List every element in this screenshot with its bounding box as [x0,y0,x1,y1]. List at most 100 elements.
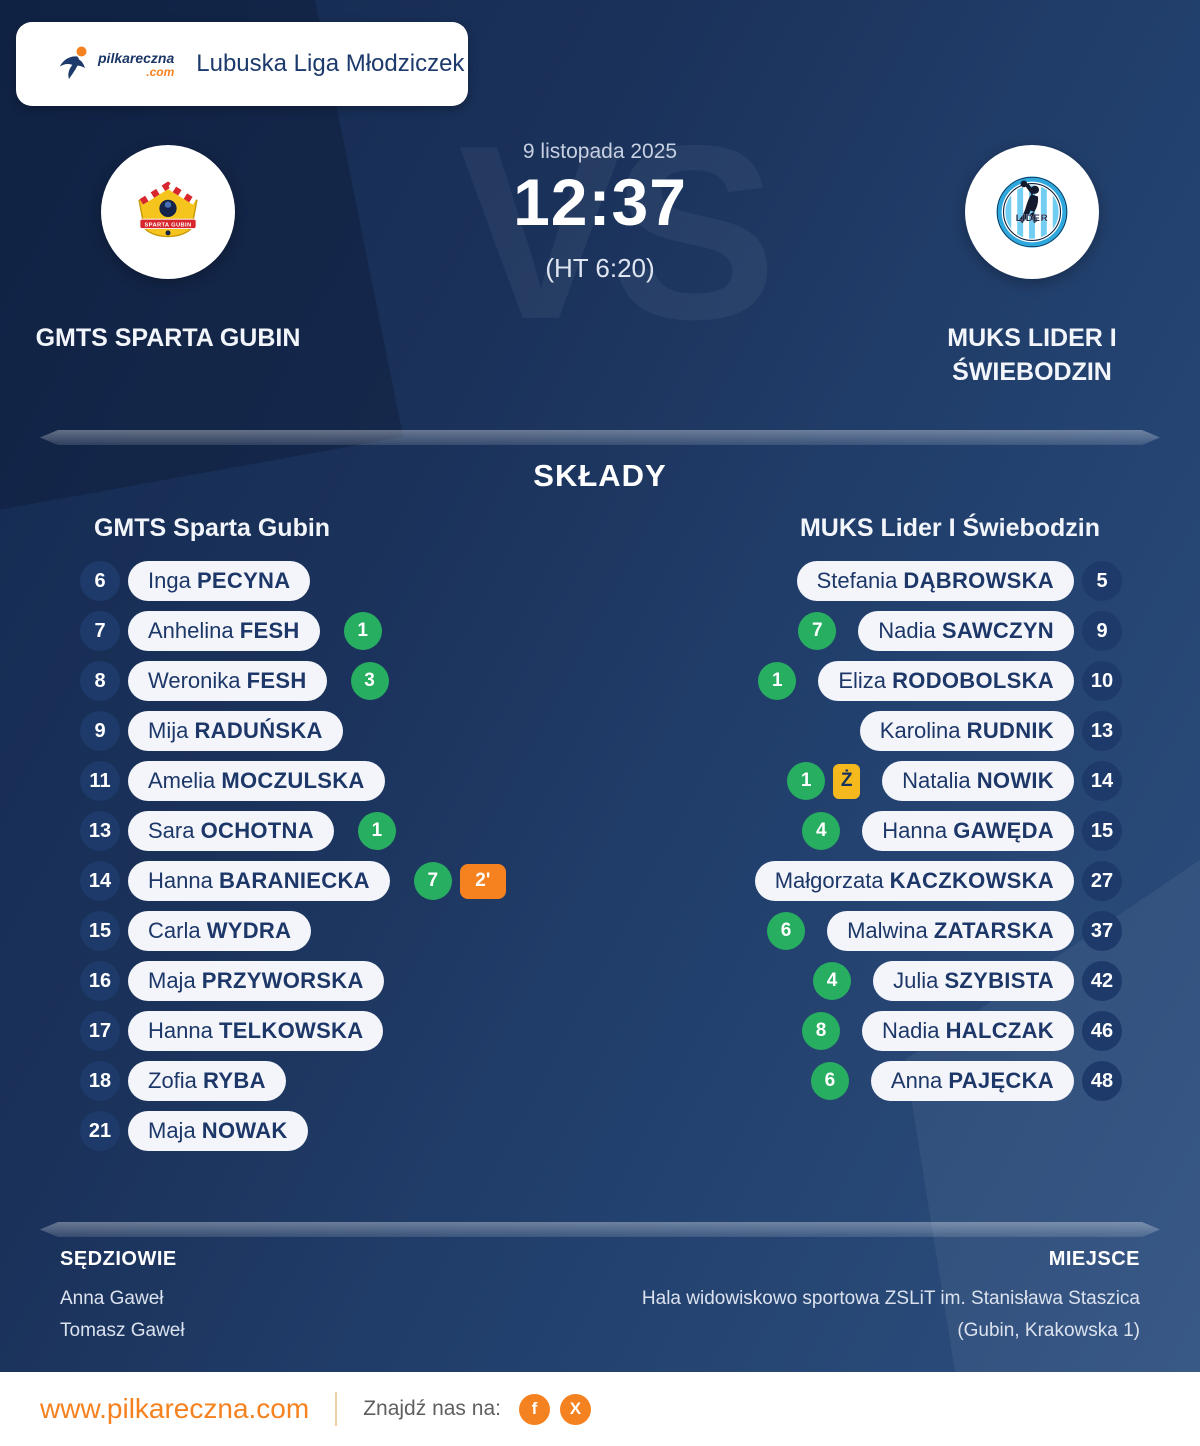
player-first-name: Mija [148,718,195,743]
player-name-pill: Nadia HALCZAK [861,1011,1074,1051]
player-name-pill: Mija RADUŃSKA [128,711,343,751]
player-row: 8 Nadia HALCZAK 46 [522,1006,1122,1056]
player-first-name: Eliza [838,668,893,693]
player-number: 14 [80,861,120,901]
league-header-card: pilkareczna .com Lubuska Liga Młodziczek [16,22,468,106]
player-name-pill: Hanna GAWĘDA [862,811,1074,851]
player-last-name: RADUŃSKA [194,718,323,743]
player-name-pill: Eliza RODOBOLSKA [818,661,1074,701]
player-last-name: HALCZAK [945,1018,1054,1043]
player-first-name: Inga [148,568,197,593]
player-last-name: RUDNIK [966,718,1054,743]
player-first-name: Zofia [148,1068,204,1093]
player-last-name: KACZKOWSKA [889,868,1054,893]
player-row: 11 Amelia MOCZULSKA [80,756,660,806]
player-number: 15 [1082,811,1122,851]
player-first-name: Stefania [816,568,904,593]
player-number: 9 [80,711,120,751]
facebook-icon[interactable]: f [518,1393,550,1425]
player-last-name: GAWĘDA [953,818,1054,843]
player-name-pill: Stefania DĄBROWSKA [796,561,1074,601]
goals-badge: 1 [758,662,797,700]
player-first-name: Sara [148,818,201,843]
player-first-name: Karolina [879,718,967,743]
player-row: 18 Zofia RYBA [80,1056,660,1106]
player-last-name: PECYNA [196,568,291,593]
player-number: 6 [80,561,120,601]
player-row: 6 Malwina ZATARSKA 37 [522,906,1122,956]
player-name-pill: Małgorzata KACZKOWSKA [754,861,1074,901]
player-first-name: Maja [148,968,202,993]
league-name: Lubuska Liga Młodziczek [196,50,465,77]
svg-text:LIDER: LIDER [1016,213,1049,224]
find-us-label: Znajdź nas na: [363,1397,501,1420]
vertical-divider [335,1392,338,1426]
player-name-pill: Carla WYDRA [128,911,312,951]
player-last-name: WYDRA [206,918,292,943]
match-info: 9 listopada 2025 12:37 (HT 6:20) [300,140,900,284]
goals-badge: 1 [357,812,396,850]
player-number: 15 [80,911,120,951]
player-number: 11 [80,761,120,801]
player-first-name: Weronika [148,668,247,693]
social-icons: f X [518,1393,591,1425]
lineups-title: SKŁADY [533,458,667,493]
venue-block: MIEJSCE Hala widowiskowo sportowa ZSLiT … [642,1248,1140,1347]
player-last-name: FESH [239,618,300,643]
player-last-name: ZATARSKA [933,918,1054,943]
goals-badge: 6 [810,1062,849,1100]
player-row: 7 Nadia SAWCZYN 9 [522,606,1122,656]
player-row: 6 Inga PECYNA [80,556,660,606]
player-number: 8 [80,661,120,701]
player-name-pill: Malwina ZATARSKA [827,911,1074,951]
venue-label: MIEJSCE [1048,1248,1140,1270]
referee-name: Tomasz Gaweł [60,1320,185,1341]
player-first-name: Julia [893,968,945,993]
website-link[interactable]: www.pilkareczna.com [40,1393,310,1424]
player-row: 14 Hanna BARANIECKA 7 2' [80,856,660,906]
svg-text:SPARTA GUBIN: SPARTA GUBIN [144,222,191,228]
final-score: 12:37 [513,165,687,239]
player-row: 6 Anna PAJĘCKA 48 [522,1056,1122,1106]
player-number: 14 [1082,761,1122,801]
player-row: 4 Julia SZYBISTA 42 [522,956,1122,1006]
player-last-name: NOWIK [976,768,1054,793]
player-first-name: Nadia [878,618,942,643]
player-first-name: Natalia [902,768,977,793]
player-row: 17 Hanna TELKOWSKA [80,1006,660,1056]
match-date: 9 listopada 2025 [522,140,678,163]
player-name-pill: Karolina RUDNIK [859,711,1074,751]
player-first-name: Malwina [847,918,934,943]
divider-top [40,430,1160,445]
home-team-name: GMTS SPARTA GUBIN [35,324,301,352]
yellow-card-badge: Ż [833,763,861,799]
venue-line: Hala widowiskowo sportowa ZSLiT im. Stan… [641,1288,1140,1309]
away-team-name: MUKS LIDER I ŚWIEBODZIN [947,324,1117,386]
player-number: 37 [1082,911,1122,951]
x-icon[interactable]: X [559,1393,591,1425]
player-last-name: MOCZULSKA [221,768,365,793]
home-column-header: GMTS Sparta Gubin [93,514,331,542]
goals-badge: 1 [343,612,382,650]
player-first-name: Anna [890,1068,949,1093]
player-first-name: Anhelina [148,618,240,643]
player-row: Małgorzata KACZKOWSKA 27 [522,856,1122,906]
player-first-name: Carla [148,918,207,943]
player-name-pill: Weronika FESH [128,661,327,701]
handball-player-silhouette [1018,180,1040,224]
player-first-name: Hanna [882,818,954,843]
player-number: 17 [80,1011,120,1051]
player-last-name: SAWCZYN [941,618,1054,643]
player-last-name: DĄBROWSKA [903,568,1054,593]
player-number: 13 [80,811,120,851]
goals-badge: 7 [413,862,452,900]
player-number: 9 [1082,611,1122,651]
lider-swiebodzin-crest: LIDER [996,176,1068,248]
bottom-bar: www.pilkareczna.com Znajdź nas na: f X [0,1372,1200,1446]
goals-badge: 1 [787,762,826,800]
player-name-pill: Anhelina FESH [128,611,320,651]
player-name-pill: Anna PAJĘCKA [870,1061,1074,1101]
player-row: 15 Carla WYDRA [80,906,660,956]
player-name-pill: Maja NOWAK [128,1111,308,1151]
